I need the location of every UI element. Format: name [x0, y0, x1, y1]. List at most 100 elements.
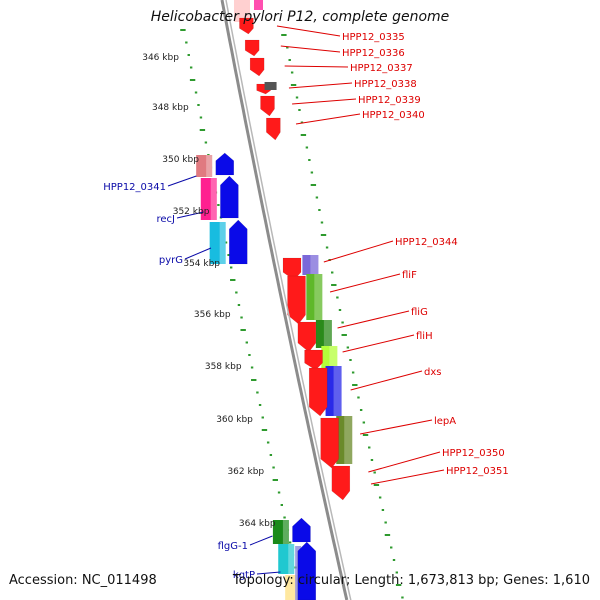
kbp-label: 362 kbp: [227, 467, 264, 477]
forward-gene-label: HPP12_0350: [442, 448, 505, 459]
pale-feature-box: [234, 0, 250, 22]
forward-gene-arrow: [304, 349, 323, 371]
small-gene: [264, 82, 277, 90]
forward-gene-label: fliG: [411, 307, 428, 318]
reverse-cog-highlight: [282, 520, 289, 544]
cog-box: [325, 366, 342, 416]
reverse-cog-highlight: [219, 222, 226, 264]
reverse-gene-arrow: [229, 219, 248, 265]
kbp-label: 352 kbp: [173, 207, 210, 217]
reverse-leader-line: [256, 571, 281, 575]
forward-gene-label: HPP12_0338: [354, 79, 417, 90]
forward-leader-line: [280, 45, 341, 53]
feature-shading: [196, 0, 353, 600]
genome-title: Helicobacter pylori P12, complete genome: [150, 9, 450, 25]
forward-gene-arrow: [244, 39, 260, 57]
kbp-label: 354 kbp: [183, 259, 220, 269]
forward-gene-label: HPP12_0337: [350, 63, 413, 74]
cog-box-highlight: [329, 346, 338, 368]
forward-gene-arrow: [266, 117, 281, 141]
cog-box: [336, 416, 353, 464]
forward-leader-line: [350, 370, 423, 391]
kbp-label: 348 kbp: [152, 103, 189, 113]
forward-gene-arrow: [249, 57, 265, 77]
forward-gene-arrow: [239, 17, 254, 35]
kbp-labels: 346 kbp 348 kbp 350 kbp 352 kbp 354 kbp 356 k…: [142, 53, 276, 529]
reverse-gene-arrow: [215, 152, 235, 176]
forward-leader-line: [323, 240, 394, 263]
cog-box: [315, 320, 332, 348]
forward-leader-line: [329, 273, 401, 293]
reverse-leader-line: [167, 175, 197, 187]
forward-leader-line: [337, 310, 410, 329]
forward-gene-label: HPP12_0336: [342, 48, 405, 59]
reverse-gene-label: HPP12_0341: [103, 182, 166, 193]
forward-gene-label: HPP12_0344: [395, 237, 458, 248]
reverse-gene-label: flgG-1: [218, 541, 248, 552]
reverse-cog-highlight: [206, 155, 213, 177]
reverse-gene-arrow: [297, 541, 317, 600]
reverse-cog-box: [209, 222, 226, 264]
reverse-cog-highlight: [210, 178, 217, 220]
label-leaders: [167, 25, 445, 575]
right-tick-ring: [281, 34, 404, 599]
cog-box: [321, 346, 338, 368]
genome-backbone: [220, 0, 352, 600]
magenta-feature-box: [254, 0, 263, 10]
forward-gene-arrow: [331, 465, 351, 501]
backbone-line: [220, 0, 349, 600]
forward-leader-line: [342, 334, 415, 353]
reverse-leader-line: [184, 247, 212, 260]
reverse-gene-label: pyrG: [159, 255, 183, 266]
forward-leader-line: [295, 113, 361, 125]
reverse-gene-label: kgtP: [233, 570, 255, 581]
cog-box-highlight: [310, 255, 319, 275]
kbp-label: 350 kbp: [162, 155, 199, 165]
forward-gene-label: lepA: [434, 416, 456, 427]
kbp-label: 346 kbp: [142, 53, 179, 63]
forward-leader-line: [288, 82, 353, 89]
kbp-label: 356 kbp: [194, 310, 231, 320]
reverse-leader-line: [176, 211, 204, 219]
forward-leader-line: [292, 98, 357, 105]
forward-gene-label: fliF: [402, 270, 417, 281]
forward-leader-line: [370, 469, 445, 485]
forward-leader-line: [276, 25, 341, 37]
forward-gene-arrow: [320, 417, 339, 469]
cog-box-highlight: [344, 416, 353, 464]
cog-box: [302, 255, 319, 275]
forward-gene-label: HPP12_0340: [362, 110, 425, 121]
forward-gene-arrow: [297, 321, 317, 353]
kbp-label: 364 kbp: [239, 519, 276, 529]
forward-gene-arrow: [260, 95, 275, 117]
forward-gene-label: fliH: [416, 331, 433, 342]
forward-leader-line: [360, 419, 433, 435]
kbp-label: 360 kbp: [216, 415, 253, 425]
gene-arrows: [215, 17, 351, 600]
cog-box-highlight: [323, 320, 332, 348]
forward-leader-line: [368, 451, 441, 473]
accession-text: Accession: NC_011498: [9, 573, 157, 588]
kbp-label: 358 kbp: [205, 362, 242, 372]
forward-gene-label: HPP12_0335: [342, 32, 405, 43]
forward-gene-label: dxs: [424, 367, 441, 378]
reverse-gene-arrow: [220, 175, 239, 219]
cog-box: [306, 274, 323, 320]
reverse-cog-box: [200, 178, 217, 220]
reverse-cog-box: [278, 544, 295, 574]
reverse-gene-arrow: [292, 517, 311, 543]
backbone-line-shadow: [225, 0, 352, 600]
forward-leader-line: [284, 65, 349, 68]
cog-box-highlight: [333, 366, 342, 416]
reverse-gene-label: recJ: [157, 214, 176, 225]
reverse-leader-line: [249, 535, 273, 546]
genome-summary-text: Topology: circular; Length: 1,673,813 bp…: [232, 573, 590, 588]
forward-gene-label: HPP12_0339: [358, 95, 421, 106]
reverse-cog-box: [196, 155, 213, 177]
reverse-cog-highlight: [288, 544, 295, 574]
gene-labels: HPP12_0335 HPP12_0336 HPP12_0337 HPP12_0338…: [103, 32, 509, 581]
reverse-cog-box: [272, 520, 289, 544]
forward-gene-arrow: [308, 367, 328, 417]
